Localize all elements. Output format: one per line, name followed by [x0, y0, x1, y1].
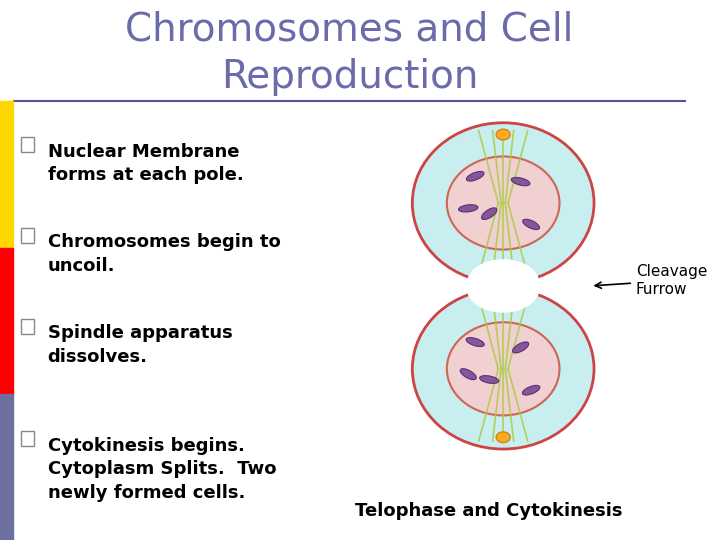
Ellipse shape [480, 376, 499, 383]
Ellipse shape [447, 322, 559, 415]
Bar [21, 137, 34, 152]
Bar [0, 102, 12, 247]
Ellipse shape [523, 219, 539, 230]
Bar [0, 247, 12, 394]
Text: Chromosomes and Cell
Reproduction: Chromosomes and Cell Reproduction [125, 11, 574, 96]
Ellipse shape [511, 178, 530, 186]
Text: Cleavage
Furrow: Cleavage Furrow [595, 265, 707, 297]
Bar [21, 431, 34, 447]
Ellipse shape [466, 338, 485, 347]
Ellipse shape [459, 205, 478, 212]
Ellipse shape [413, 288, 594, 449]
Ellipse shape [413, 123, 594, 284]
Text: Spindle apparatus
dissolves.: Spindle apparatus dissolves. [48, 325, 233, 366]
Bar [21, 319, 34, 334]
Ellipse shape [482, 208, 497, 220]
Ellipse shape [522, 386, 540, 395]
Ellipse shape [496, 432, 510, 443]
Text: Telophase and Cytokinesis: Telophase and Cytokinesis [356, 502, 623, 519]
Ellipse shape [496, 129, 510, 140]
Bar [0, 394, 12, 540]
Ellipse shape [467, 171, 484, 181]
Text: Cytokinesis begins.
Cytoplasm Splits.  Two
newly formed cells.: Cytokinesis begins. Cytoplasm Splits. Tw… [48, 437, 276, 502]
Ellipse shape [460, 369, 476, 380]
Ellipse shape [513, 342, 528, 353]
Text: Nuclear Membrane
forms at each pole.: Nuclear Membrane forms at each pole. [48, 143, 243, 184]
Ellipse shape [447, 157, 559, 249]
Ellipse shape [467, 259, 539, 307]
Ellipse shape [467, 265, 539, 313]
Text: Chromosomes begin to
uncoil.: Chromosomes begin to uncoil. [48, 233, 280, 275]
Bar [21, 228, 34, 243]
